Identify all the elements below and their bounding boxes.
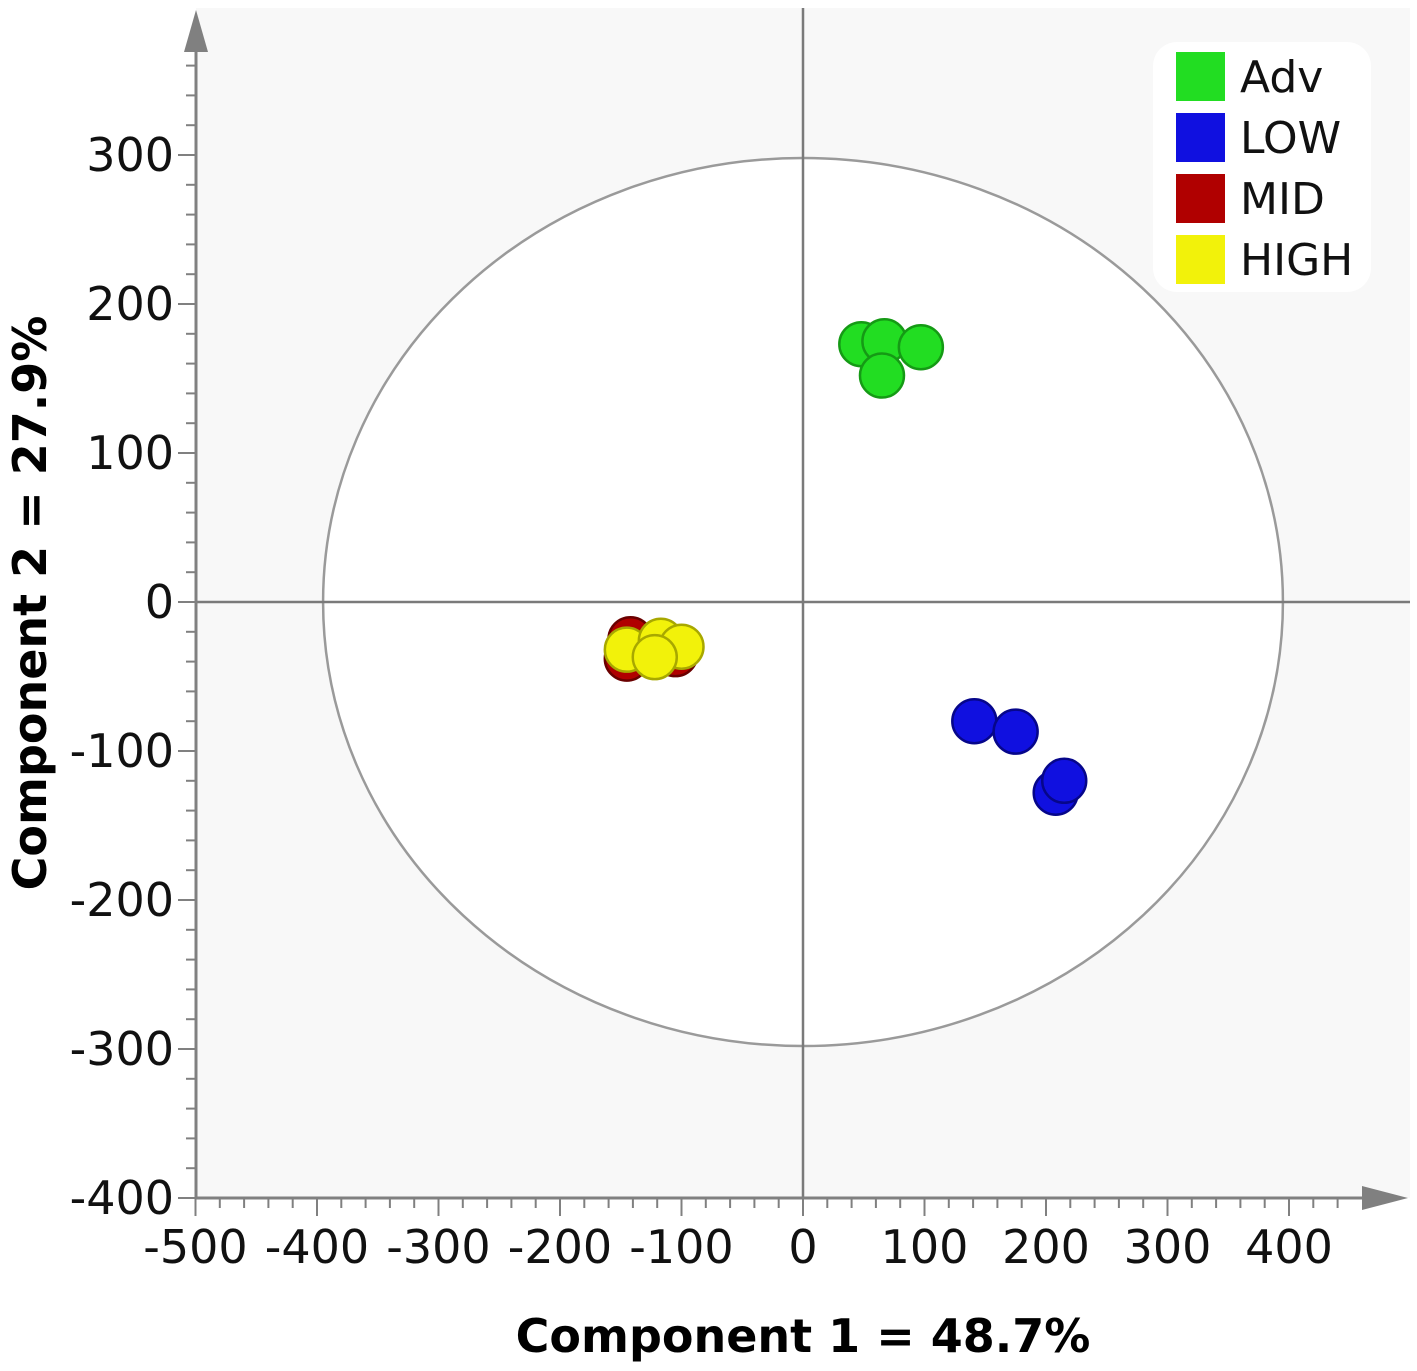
y-tick-label: -200 [70, 873, 174, 927]
y-axis-arrow [184, 10, 208, 52]
data-point-high [631, 633, 679, 681]
x-axis-title: Component 1 = 48.7% [516, 1309, 1091, 1363]
data-point-adv [858, 352, 906, 399]
data-point-low [951, 697, 998, 745]
y-axis-title: Component 2 = 27.9% [3, 316, 57, 891]
legend-label-high: HIGH [1240, 235, 1353, 286]
y-tick-label: -100 [70, 724, 174, 778]
x-axis-arrow [1362, 1186, 1408, 1210]
x-tick-label: -200 [508, 1220, 612, 1274]
legend-label-mid: MID [1240, 174, 1325, 225]
y-tick-label: -400 [70, 1171, 174, 1225]
x-tick-label: 0 [788, 1220, 817, 1274]
legend-label-adv: Adv [1240, 52, 1323, 103]
x-tick-label: 300 [1124, 1220, 1212, 1274]
x-tick-label: -500 [143, 1220, 247, 1274]
y-tick-label: 100 [86, 426, 174, 480]
y-tick-label: 300 [86, 128, 174, 182]
data-point-adv [897, 323, 945, 371]
y-tick-label: 200 [86, 277, 174, 331]
legend-swatch-mid [1176, 174, 1225, 223]
data-point-low [992, 708, 1039, 755]
legend-swatch-adv [1176, 52, 1225, 101]
legend-box [1153, 42, 1371, 292]
legend-label-low: LOW [1240, 113, 1341, 164]
y-tick-label: -300 [70, 1022, 174, 1076]
x-tick-label: 100 [881, 1220, 969, 1274]
legend-swatch-high [1176, 235, 1225, 284]
x-tick-label: -100 [629, 1220, 733, 1274]
data-point-low [1040, 757, 1088, 805]
x-tick-label: -300 [386, 1220, 490, 1274]
y-tick-label: 0 [145, 575, 174, 629]
x-tick-label: 200 [1002, 1220, 1090, 1274]
legend-swatch-low [1176, 113, 1225, 162]
x-tick-label: 400 [1245, 1220, 1333, 1274]
x-tick-label: -400 [265, 1220, 369, 1274]
